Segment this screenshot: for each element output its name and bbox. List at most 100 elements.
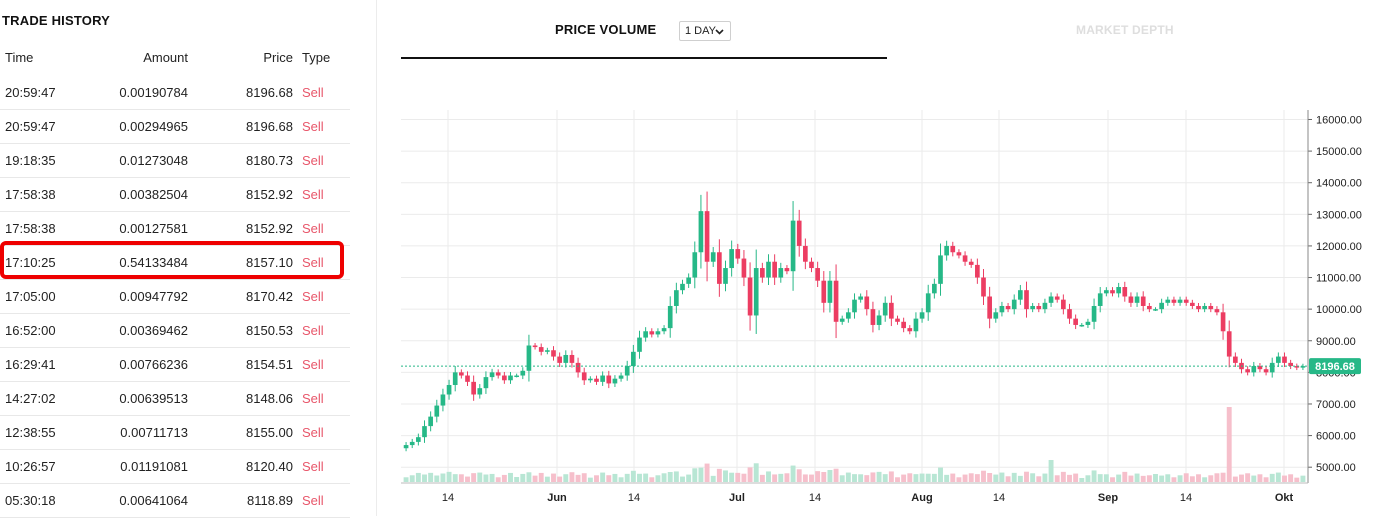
price-volume-chart[interactable]: 16000.00 15000.00 14000.00 13000.00 12000.00… [376, 100, 1373, 510]
candle-body [821, 280, 827, 303]
volume-bar [1214, 473, 1220, 482]
volume-bar [993, 474, 999, 482]
volume-bar [1067, 474, 1072, 482]
type-cell: Sell [302, 221, 324, 236]
candle-body [1196, 305, 1201, 310]
column-header-price: Price [263, 50, 293, 65]
y-tick-label: 12000.00 [1316, 241, 1362, 253]
candle-body [459, 372, 464, 376]
candle-body [1005, 305, 1011, 310]
candle-body [471, 381, 476, 395]
candle-body [538, 347, 544, 352]
volume-bar [938, 467, 943, 482]
volume-bar [716, 468, 722, 482]
y-tick-label: 14000.00 [1316, 178, 1362, 190]
volume-bar [723, 470, 728, 482]
volume-bar [686, 474, 692, 482]
volume-bar [704, 463, 710, 482]
candle-body [1018, 290, 1023, 300]
volume-bar [655, 475, 661, 482]
type-cell: Sell [302, 187, 324, 202]
volume-bar [1079, 478, 1085, 482]
time-cell: 14:27:02 [5, 391, 56, 406]
volume-bar [1140, 475, 1146, 482]
candle-body [760, 268, 765, 278]
volume-bar [581, 473, 587, 482]
column-header-time: Time [5, 50, 34, 65]
candle-body [1110, 290, 1115, 294]
active-tab-underline [401, 57, 887, 59]
candle-body [858, 296, 863, 300]
interval-dropdown[interactable]: 1 DAY [679, 21, 731, 41]
volume-bar [956, 477, 962, 482]
volume-bar [1226, 407, 1232, 482]
candle-body [1208, 305, 1214, 310]
candle-body [1171, 299, 1177, 303]
candle-body [1165, 299, 1171, 303]
candle-body [717, 252, 722, 284]
candle-body [440, 394, 446, 406]
price-cell: 8154.51 [246, 357, 293, 372]
candle-body [1104, 290, 1109, 294]
volume-bar [1116, 474, 1122, 482]
volume-bar [1153, 474, 1158, 482]
volume-bar [501, 474, 507, 482]
candle-body [1220, 312, 1226, 332]
candle-body [864, 296, 870, 310]
volume-bar [827, 470, 833, 482]
candle-body [809, 261, 814, 269]
volume-bar [1263, 477, 1269, 482]
candle-body [968, 261, 974, 265]
tab-price-volume[interactable]: PRICE VOLUME [555, 22, 657, 37]
candle-body [944, 245, 949, 256]
candle-body [1300, 366, 1306, 368]
volume-bar [864, 475, 870, 482]
volume-bar [624, 473, 630, 482]
volume-bar [1202, 477, 1208, 482]
candle-body [643, 331, 648, 338]
table-row: 17:05:00 0.00947792 8170.42 Sell [0, 279, 350, 314]
time-cell: 20:59:47 [5, 119, 56, 134]
volume-bar [981, 470, 986, 482]
candle-body [1226, 331, 1232, 357]
amount-cell: 0.00127581 [119, 221, 188, 236]
candle-body [981, 277, 986, 297]
volume-bar [1251, 475, 1257, 482]
volume-bar [1073, 473, 1079, 482]
candle-body [815, 268, 820, 281]
candle-body [563, 354, 569, 363]
volume-bar [415, 472, 421, 482]
volume-bar [870, 472, 876, 482]
candle-body [993, 312, 999, 319]
candle-body [526, 345, 532, 371]
volume-bar [1097, 474, 1103, 482]
candle-body [1048, 296, 1054, 303]
candle-body [674, 290, 679, 306]
candle-body [950, 245, 956, 253]
y-tick-label: 7000.00 [1316, 399, 1356, 411]
candle-body [889, 302, 894, 319]
type-cell: Sell [302, 85, 324, 100]
volume-bar [913, 474, 919, 482]
volume-bar [1269, 473, 1275, 482]
tab-market-depth[interactable]: MARKET DEPTH [1076, 23, 1174, 37]
candle-body [1251, 366, 1257, 373]
candle-body [772, 261, 777, 278]
candle-body [1079, 324, 1085, 327]
candle-body [1276, 356, 1281, 363]
candle-body [1128, 296, 1134, 303]
volume-bar [649, 477, 655, 482]
candle-body [962, 255, 968, 262]
x-tick-label: 14 [442, 492, 454, 504]
volume-bar [557, 476, 563, 482]
volume-bar [1036, 476, 1042, 482]
candle-body [827, 280, 833, 303]
candle-body [803, 245, 808, 262]
candle-body [956, 252, 962, 256]
candle-body [1067, 309, 1072, 319]
table-header: Time Amount Price Type [0, 48, 350, 68]
volume-bar [1239, 474, 1244, 482]
candle-body [606, 375, 612, 384]
table-row: 16:52:00 0.00369462 8150.53 Sell [0, 313, 350, 348]
candle-body [907, 328, 913, 332]
